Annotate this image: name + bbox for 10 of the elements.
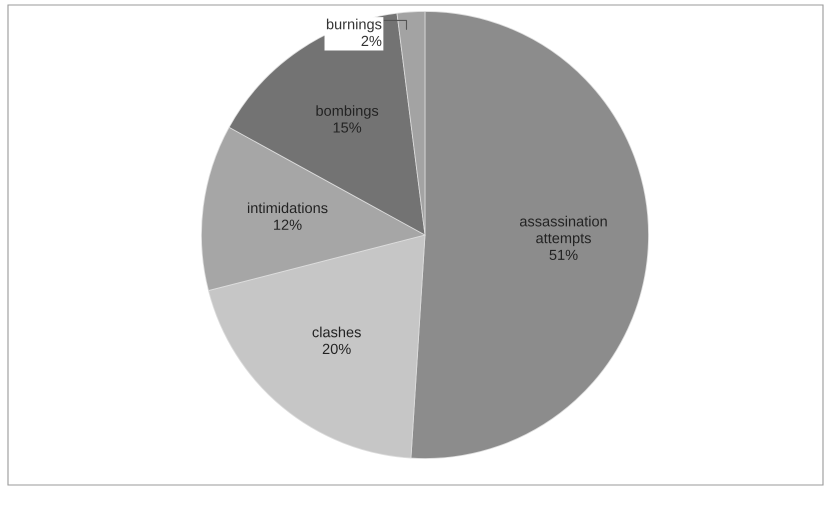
- slice-label: clashes: [312, 326, 361, 338]
- slice-label: assassination attempts: [520, 216, 607, 246]
- slice-label: burnings: [326, 18, 382, 32]
- slice-label: intimidations: [248, 202, 328, 214]
- slice-label: bombings: [316, 105, 378, 119]
- data-label: 51%: [550, 250, 578, 260]
- data-label: 20%: [322, 344, 351, 354]
- data-label: 2%: [362, 36, 382, 46]
- data-label: 12%: [274, 220, 302, 230]
- data-label: 15%: [334, 122, 362, 133]
